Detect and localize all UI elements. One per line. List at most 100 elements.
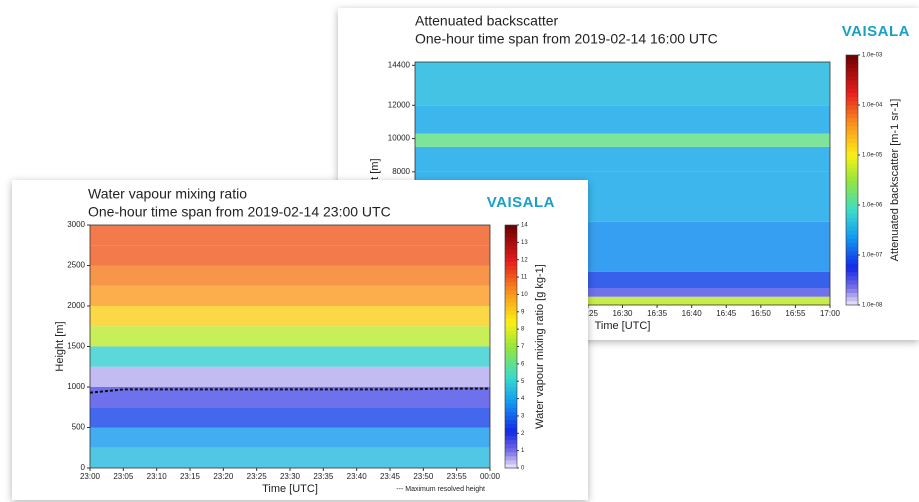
colorbar-segment <box>846 113 858 118</box>
colorbar-tick-label: 10 <box>521 292 528 298</box>
colorbar-segment <box>505 257 517 262</box>
y-tick-label: 2000 <box>67 301 85 310</box>
colorbar-segment <box>505 286 517 291</box>
x-tick-label: 23:55 <box>447 472 468 481</box>
heatmap-cell <box>90 245 490 265</box>
y-tick-label: 2500 <box>67 261 85 270</box>
colorbar-segment <box>505 456 517 461</box>
y-tick-label: 3000 <box>67 220 85 229</box>
colorbar-segment <box>505 261 517 266</box>
colorbar-segment <box>505 282 517 287</box>
colorbar-segment <box>505 428 517 433</box>
colorbar-segment <box>846 209 858 214</box>
colorbar-segment <box>505 399 517 404</box>
colorbar-segment <box>505 415 517 420</box>
colorbar-tick-label: 1.0e-05 <box>862 153 883 159</box>
colorbar-segment <box>846 105 858 110</box>
colorbar-segment <box>505 322 517 327</box>
x-tick-label: 23:20 <box>213 472 234 481</box>
colorbar-label: Water vapour mixing ratio [g kg-1] <box>534 264 546 429</box>
colorbar-segment <box>846 147 858 152</box>
heatmap-cell <box>90 225 490 245</box>
colorbar-segment <box>505 440 517 445</box>
colorbar-segment <box>505 229 517 234</box>
chart-title: Attenuated backscatter <box>415 13 559 29</box>
colorbar-segment <box>846 80 858 85</box>
colorbar-segment <box>505 460 517 465</box>
colorbar-segment <box>846 234 858 239</box>
colorbar-segment <box>846 55 858 60</box>
colorbar-segment <box>846 176 858 181</box>
colorbar-segment <box>505 241 517 246</box>
chart-subtitle: One-hour time span from 2019-02-14 16:00… <box>415 31 718 47</box>
colorbar-segment <box>846 88 858 93</box>
colorbar-segment <box>505 363 517 368</box>
colorbar-segment <box>505 249 517 254</box>
x-tick-label: 23:00 <box>80 472 101 481</box>
colorbar-segment <box>846 180 858 185</box>
x-tick-label: 16:45 <box>716 309 737 318</box>
x-tick-label: 17:00 <box>820 309 841 318</box>
colorbar-segment <box>505 383 517 388</box>
colorbar-segment <box>846 143 858 148</box>
colorbar-tick-label: 1.0e-08 <box>862 303 883 309</box>
heatmap-cell <box>90 448 490 468</box>
x-tick-label: 16:35 <box>647 309 668 318</box>
colorbar-segment <box>505 314 517 319</box>
colorbar-segment <box>505 411 517 416</box>
colorbar-segment <box>846 284 858 289</box>
colorbar-segment <box>846 188 858 193</box>
x-tick-label: 16:30 <box>612 309 633 318</box>
x-tick-label: 23:30 <box>280 472 301 481</box>
colorbar-segment <box>505 395 517 400</box>
colorbar-segment <box>846 126 858 131</box>
colorbar-segment <box>846 197 858 202</box>
heatmap-cell <box>90 407 490 427</box>
legend-entry: --- Maximum resolved height <box>396 486 485 493</box>
x-tick-label: 16:50 <box>751 309 772 318</box>
colorbar-segment <box>505 419 517 424</box>
colorbar-segment <box>505 310 517 315</box>
colorbar-segment <box>505 233 517 238</box>
colorbar-segment <box>846 230 858 235</box>
colorbar-segment <box>505 266 517 271</box>
colorbar-segment <box>505 326 517 331</box>
colorbar-segment <box>846 247 858 252</box>
colorbar-segment <box>505 367 517 372</box>
colorbar-segment <box>505 278 517 283</box>
colorbar-segment <box>505 355 517 360</box>
x-tick-label: 16:55 <box>785 309 806 318</box>
colorbar-segment <box>846 268 858 273</box>
colorbar-segment <box>846 280 858 285</box>
colorbar-segment <box>505 423 517 428</box>
colorbar-segment <box>846 93 858 98</box>
colorbar-segment <box>505 432 517 437</box>
colorbar-segment <box>846 138 858 143</box>
heatmap-cell <box>90 347 490 367</box>
y-tick-label: 8000 <box>392 167 410 176</box>
x-tick-label: 16:40 <box>682 309 703 318</box>
colorbar-segment <box>505 351 517 356</box>
heatmap-cell <box>415 105 830 133</box>
colorbar-segment <box>846 68 858 73</box>
colorbar-segment <box>505 253 517 258</box>
colorbar-segment <box>846 172 858 177</box>
colorbar-segment <box>505 391 517 396</box>
colorbar-segment <box>846 193 858 198</box>
y-tick-label: 14400 <box>388 60 411 69</box>
colorbar-segment <box>846 134 858 139</box>
x-tick-label: 23:45 <box>380 472 401 481</box>
colorbar-segment <box>505 245 517 250</box>
colorbar-segment <box>846 243 858 248</box>
colorbar-segment <box>505 436 517 441</box>
colorbar-tick-label: 11 <box>521 275 528 281</box>
colorbar-segment <box>846 251 858 256</box>
heatmap-cell <box>415 62 830 105</box>
colorbar-segment <box>505 375 517 380</box>
colorbar-segment <box>505 298 517 303</box>
colorbar-segment <box>505 448 517 453</box>
colorbar-segment <box>505 371 517 376</box>
heatmap-cell <box>90 428 490 448</box>
colorbar-segment <box>846 255 858 260</box>
